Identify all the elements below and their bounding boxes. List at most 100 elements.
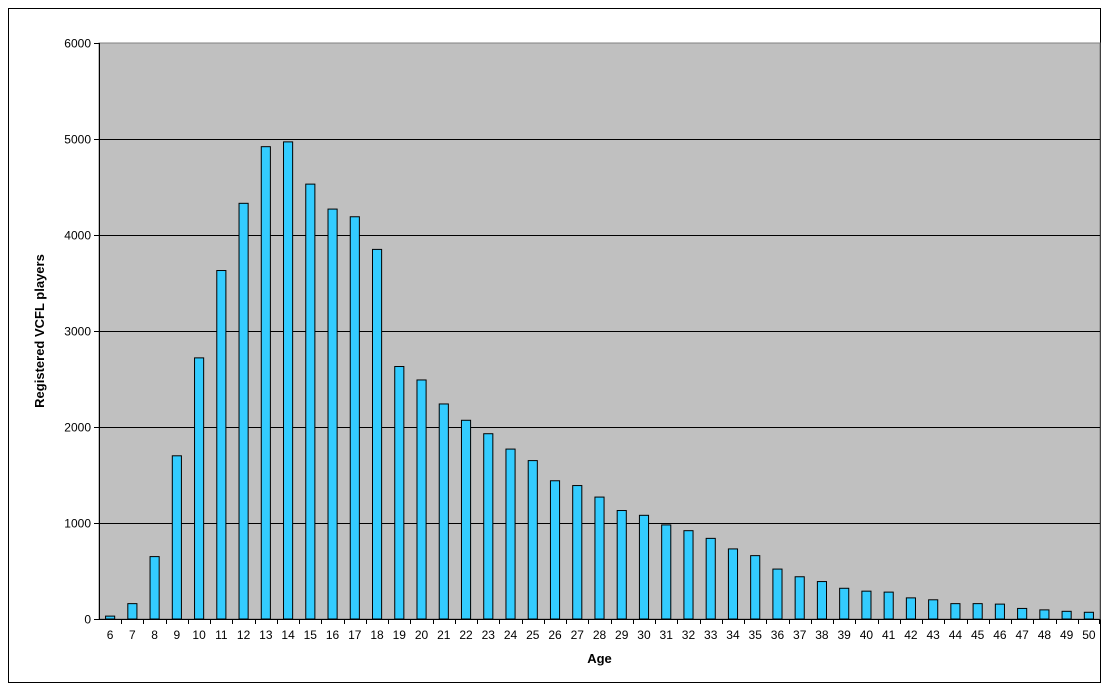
x-tick-label-15: 15	[304, 628, 318, 642]
bar-age-14	[283, 141, 294, 620]
x-tick-label-37: 37	[793, 628, 807, 642]
x-tick-labels: 6 7 8 9 10 11 12 13 14 15 16 17 18 19 20 21 22 23 24 25 26 27…	[107, 628, 1096, 642]
bar-age-22	[460, 419, 472, 620]
x-tick-label-27: 27	[571, 628, 585, 642]
bar-age-47	[1017, 607, 1028, 620]
y-tick-label-5000: 5000	[64, 133, 91, 147]
bar-age-49	[1061, 610, 1072, 620]
x-tick-label-42: 42	[904, 628, 918, 642]
x-tick-label-28: 28	[593, 628, 607, 642]
axes	[94, 43, 1100, 624]
bar-age-19	[394, 366, 405, 620]
bar-age-37	[794, 576, 805, 620]
x-tick-label-45: 45	[971, 628, 985, 642]
y-tick-label-3000: 3000	[64, 325, 91, 339]
x-axis-title: Age	[587, 651, 612, 666]
x-tick-label-38: 38	[815, 628, 829, 642]
x-tick-label-21: 21	[437, 628, 451, 642]
x-tick-label-17: 17	[348, 628, 362, 642]
x-tick-label-25: 25	[526, 628, 540, 642]
y-tick-label-2000: 2000	[64, 421, 91, 435]
bar-age-25	[527, 460, 538, 620]
x-tick-label-39: 39	[838, 628, 852, 642]
y-tick-label-4000: 4000	[64, 229, 91, 243]
x-tick-label-48: 48	[1038, 628, 1052, 642]
bar-age-6	[105, 615, 116, 620]
x-tick-label-9: 9	[174, 628, 181, 642]
bar-age-21	[438, 403, 449, 620]
x-tick-label-50: 50	[1082, 628, 1096, 642]
bar-age-42	[905, 597, 916, 620]
bar-age-39	[839, 587, 850, 620]
x-tick-label-31: 31	[660, 628, 674, 642]
x-tick-label-14: 14	[281, 628, 295, 642]
x-tick-label-49: 49	[1060, 628, 1074, 642]
x-tick-label-47: 47	[1015, 628, 1029, 642]
x-tick-label-40: 40	[860, 628, 874, 642]
x-tick-label-6: 6	[107, 628, 114, 642]
bar-age-24	[505, 448, 516, 620]
bar-age-35	[750, 555, 761, 620]
x-tick-label-44: 44	[949, 628, 963, 642]
x-tick-label-19: 19	[393, 628, 407, 642]
x-tick-label-43: 43	[926, 628, 940, 642]
bar-age-18	[372, 248, 383, 620]
x-tick-label-33: 33	[704, 628, 718, 642]
bar-age-33	[705, 537, 716, 620]
bar-age-48	[1039, 609, 1050, 620]
bars	[105, 141, 1094, 620]
x-tick-label-24: 24	[504, 628, 518, 642]
x-tick-label-46: 46	[993, 628, 1007, 642]
bar-age-40	[861, 590, 872, 620]
bar-age-13	[260, 146, 271, 620]
bar-age-23	[483, 433, 494, 620]
y-tick-label-6000: 6000	[64, 37, 91, 51]
bar-age-31	[661, 524, 672, 620]
y-tick-labels: 0 1000 2000 3000 4000 5000 6000	[64, 37, 91, 627]
x-tick-label-22: 22	[459, 628, 473, 642]
x-tick-label-16: 16	[326, 628, 340, 642]
bar-age-44	[950, 603, 961, 620]
x-tick-label-8: 8	[151, 628, 158, 642]
bar-age-26	[549, 480, 561, 620]
bar-age-28	[594, 496, 605, 620]
x-tick-label-10: 10	[192, 628, 206, 642]
x-tick-label-23: 23	[482, 628, 496, 642]
x-tick-label-30: 30	[637, 628, 651, 642]
x-tick-label-41: 41	[882, 628, 896, 642]
x-tick-label-11: 11	[215, 628, 228, 642]
bar-age-15	[305, 183, 316, 620]
bar-age-17	[349, 216, 360, 620]
bar-age-8	[149, 556, 160, 620]
bar-age-46	[994, 603, 1005, 620]
bar-age-12	[238, 202, 249, 620]
x-tick-label-13: 13	[259, 628, 273, 642]
x-tick-label-32: 32	[682, 628, 696, 642]
y-tick-label-0: 0	[84, 613, 91, 627]
bar-age-20	[416, 379, 427, 620]
x-tick-label-34: 34	[726, 628, 740, 642]
bar-age-30	[638, 514, 650, 620]
x-tick-label-18: 18	[370, 628, 384, 642]
x-tick-label-20: 20	[415, 628, 429, 642]
bar-age-27	[572, 485, 583, 620]
bar-age-38	[816, 581, 828, 620]
bar-age-36	[772, 568, 783, 620]
bar-age-11	[216, 270, 227, 620]
x-tick-label-36: 36	[771, 628, 785, 642]
bar-age-41	[883, 591, 894, 620]
bar-age-45	[972, 603, 983, 620]
bar-age-16	[327, 208, 338, 620]
bar-age-32	[683, 530, 694, 620]
bar-age-34	[727, 548, 739, 620]
bar-age-7	[127, 603, 138, 620]
bar-age-50	[1083, 611, 1094, 620]
bar-age-43	[928, 599, 939, 620]
y-axis-title: Registered VCFL players	[32, 254, 47, 408]
bar-age-29	[616, 510, 627, 620]
bar-age-9	[171, 455, 182, 620]
x-tick-label-7: 7	[129, 628, 136, 642]
bar-age-10	[194, 357, 205, 620]
